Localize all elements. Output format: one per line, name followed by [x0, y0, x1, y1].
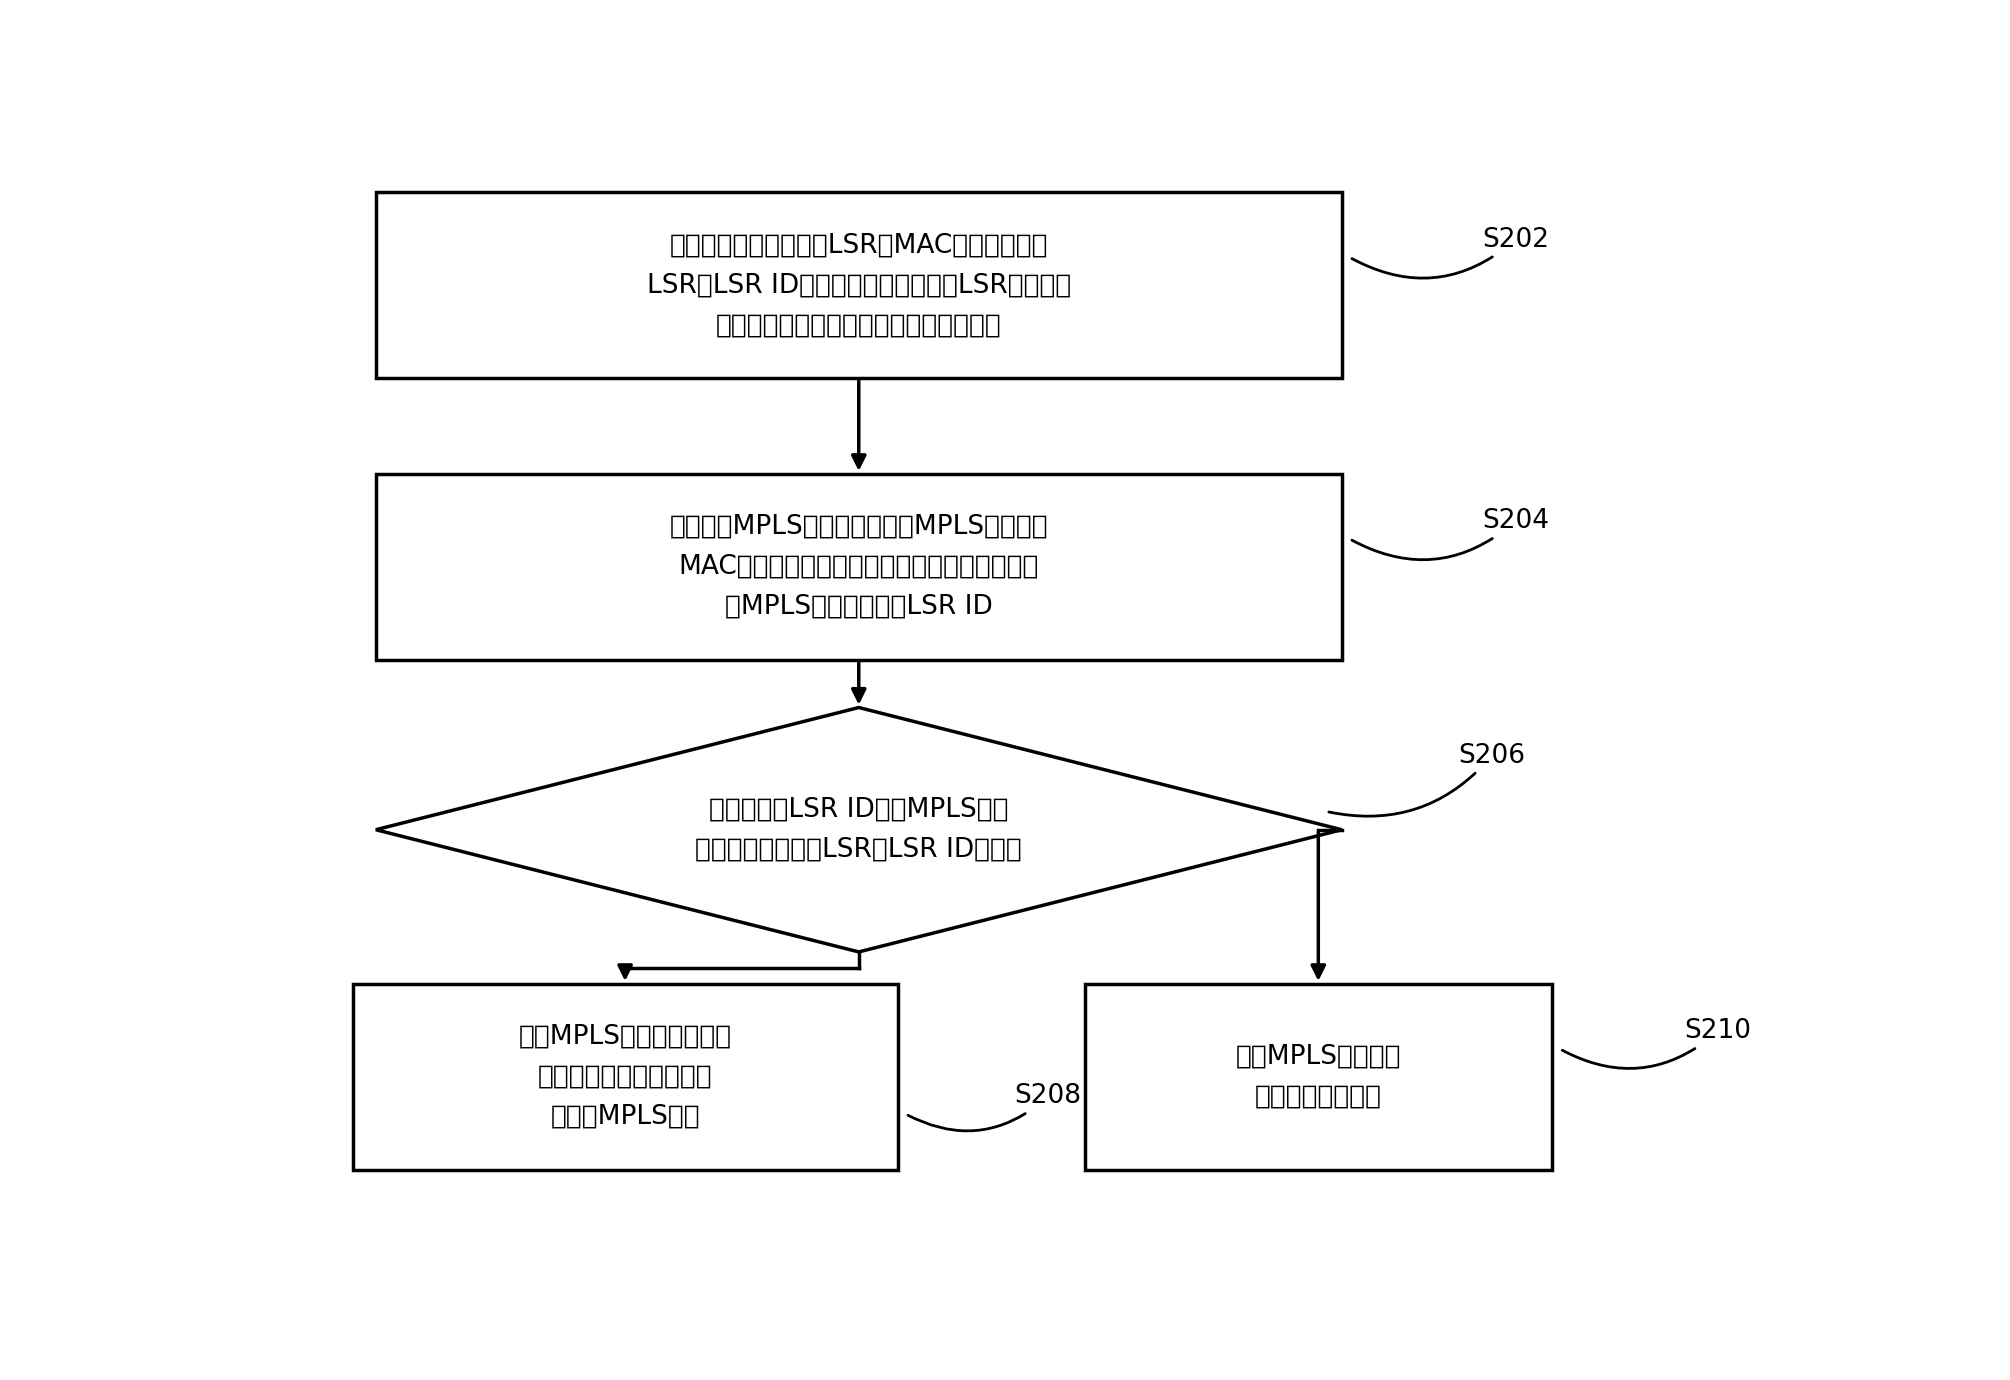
Text: 获取本设备直连的邻居LSR的MAC地址、该邻居
LSR的LSR ID与本设备上连接该邻居LSR的接口之
间的对应关系并保存到邻居设备映射表中: 获取本设备直连的邻居LSR的MAC地址、该邻居 LSR的LSR ID与本设备上连…	[647, 232, 1071, 338]
FancyBboxPatch shape	[352, 984, 898, 1170]
FancyBboxPatch shape	[376, 473, 1343, 660]
Text: 查找到的源LSR ID与该MPLS报文
要转发到的下一跳LSR的LSR ID相同？: 查找到的源LSR ID与该MPLS报文 要转发到的下一跳LSR的LSR ID相同…	[695, 796, 1023, 862]
Text: S204: S204	[1353, 508, 1550, 560]
Text: S202: S202	[1353, 226, 1550, 279]
Text: S208: S208	[909, 1083, 1081, 1130]
FancyBboxPatch shape	[376, 192, 1343, 378]
Polygon shape	[376, 708, 1343, 952]
Text: 将该MPLS报文按照
现有技术进行转发: 将该MPLS报文按照 现有技术进行转发	[1236, 1043, 1401, 1110]
Text: 在该MPLS报文是只需进行
交换标签操作的报文时，
丢弃该MPLS报文: 在该MPLS报文是只需进行 交换标签操作的报文时， 丢弃该MPLS报文	[519, 1024, 732, 1130]
Text: S206: S206	[1329, 742, 1526, 816]
FancyBboxPatch shape	[1085, 984, 1552, 1170]
Text: 在接收到MPLS报文后，根据该MPLS报文的源
MAC地址和入接口，在邻居设备映射表中查找到
该MPLS报文对应的源LSR ID: 在接收到MPLS报文后，根据该MPLS报文的源 MAC地址和入接口，在邻居设备映…	[669, 513, 1047, 620]
Text: S210: S210	[1562, 1018, 1751, 1068]
